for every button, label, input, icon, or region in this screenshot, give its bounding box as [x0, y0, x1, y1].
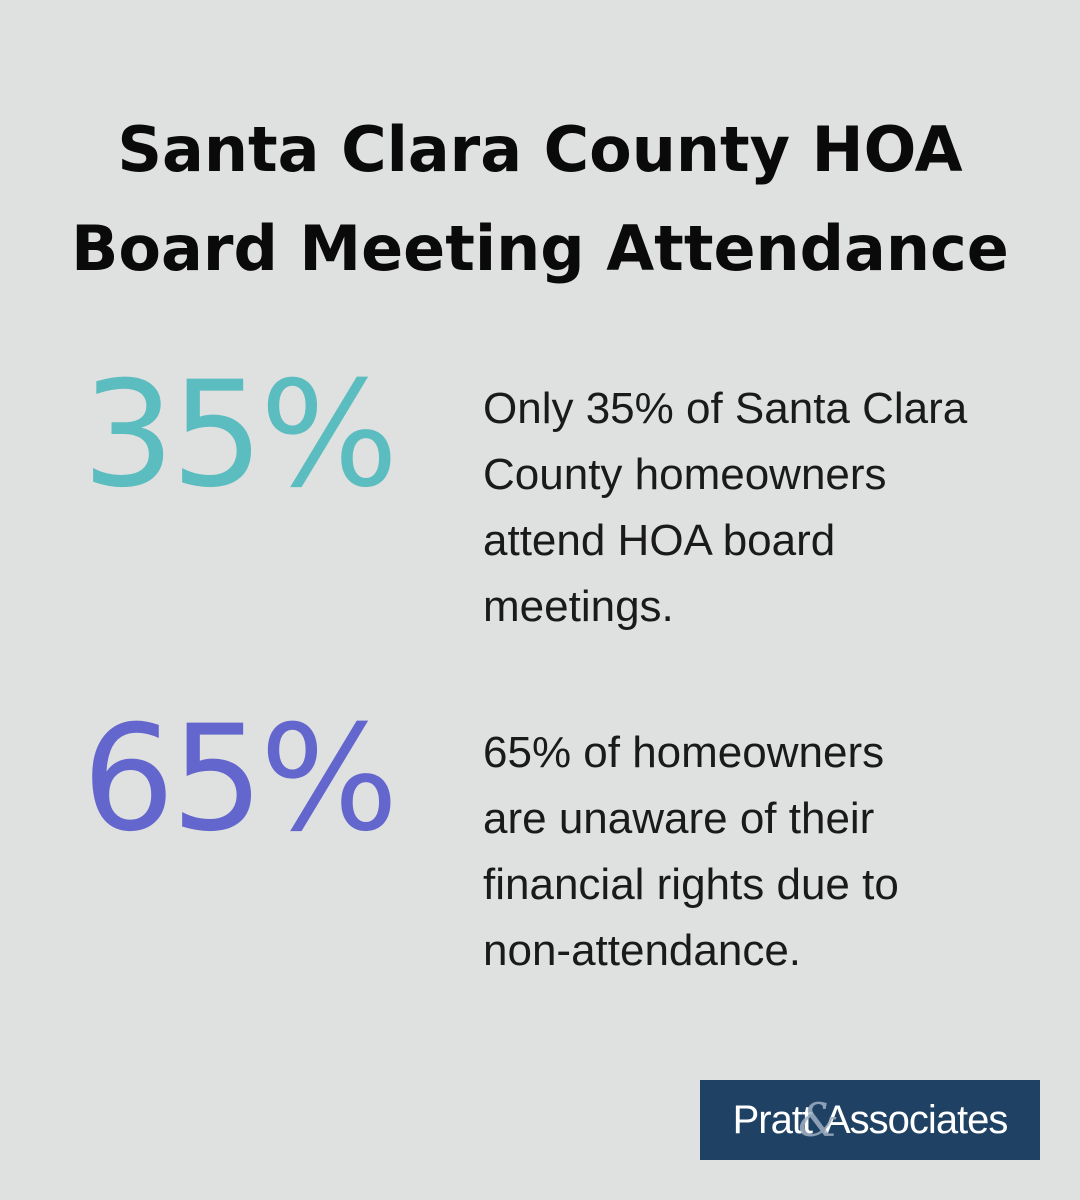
- stat-description: 65% of homeowners are unaware of their f…: [483, 720, 1043, 984]
- desc-line: Only 35% of Santa Clara: [483, 384, 968, 433]
- stat-value: 65%: [82, 694, 399, 864]
- ampersand-icon: &: [798, 1093, 839, 1147]
- stat-description: Only 35% of Santa Clara County homeowner…: [483, 376, 1043, 640]
- desc-line: non-attendance.: [483, 926, 802, 975]
- desc-line: are unaware of their: [483, 794, 875, 843]
- desc-line: County homeowners: [483, 450, 887, 499]
- pratt-associates-logo: Pratt & Associates: [700, 1080, 1040, 1160]
- desc-line: meetings.: [483, 582, 674, 631]
- desc-line: attend HOA board: [483, 516, 836, 565]
- page-title: Santa Clara County HOA Board Meeting Att…: [0, 100, 1080, 298]
- title-line-1: Santa Clara County HOA: [117, 113, 963, 186]
- desc-line: financial rights due to: [483, 860, 899, 909]
- desc-line: 65% of homeowners: [483, 728, 885, 777]
- logo-text: Pratt: [732, 1097, 813, 1142]
- logo-text: Associates: [824, 1097, 1008, 1142]
- stat-value: 35%: [82, 350, 399, 520]
- title-line-2: Board Meeting Attendance: [71, 212, 1009, 285]
